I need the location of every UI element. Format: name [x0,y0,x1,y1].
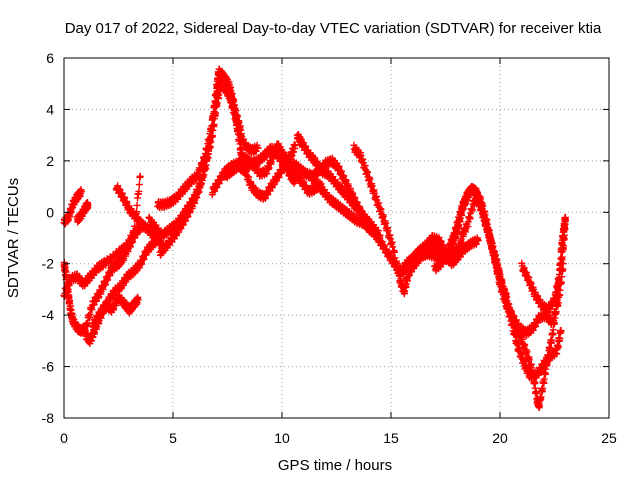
x-tick-label: 15 [383,430,399,446]
y-tick-label: -8 [42,410,55,426]
y-tick-label: -6 [42,359,55,375]
x-tick-label: 10 [274,430,290,446]
series-10 [156,78,262,259]
y-tick-label: 4 [46,101,54,117]
y-tick-label: -4 [42,307,55,323]
data-point [202,161,210,169]
x-tick-label: 25 [601,430,617,446]
data-point [136,172,144,180]
data-point [135,187,143,195]
series-2 [73,199,92,226]
data-point [291,141,299,149]
y-axis-label: SDTVAR / TECUs [5,178,22,298]
y-tick-label: 2 [46,153,54,169]
grid-lines [64,58,609,418]
y-tick-label: -2 [42,256,55,272]
data-point [212,109,220,117]
series-6 [88,291,142,331]
y-tick-label: 0 [46,204,54,220]
series-1 [60,186,85,228]
x-tick-label: 20 [492,430,508,446]
plot-frame [63,57,610,419]
data-point [84,201,92,209]
data-markers [60,65,569,412]
data-point [134,296,142,304]
x-tick-label: 5 [169,430,177,446]
series-12 [221,141,299,203]
data-point [254,144,262,152]
data-point [133,201,141,209]
series-8 [154,67,251,212]
chart-title: Day 017 of 2022, Sidereal Day-to-day VTE… [65,20,602,37]
data-point [77,188,85,196]
x-tick-label: 0 [60,430,68,446]
y-tick-label: 6 [46,50,54,66]
data-point [135,181,143,189]
x-axis-label: GPS time / hours [278,457,392,474]
